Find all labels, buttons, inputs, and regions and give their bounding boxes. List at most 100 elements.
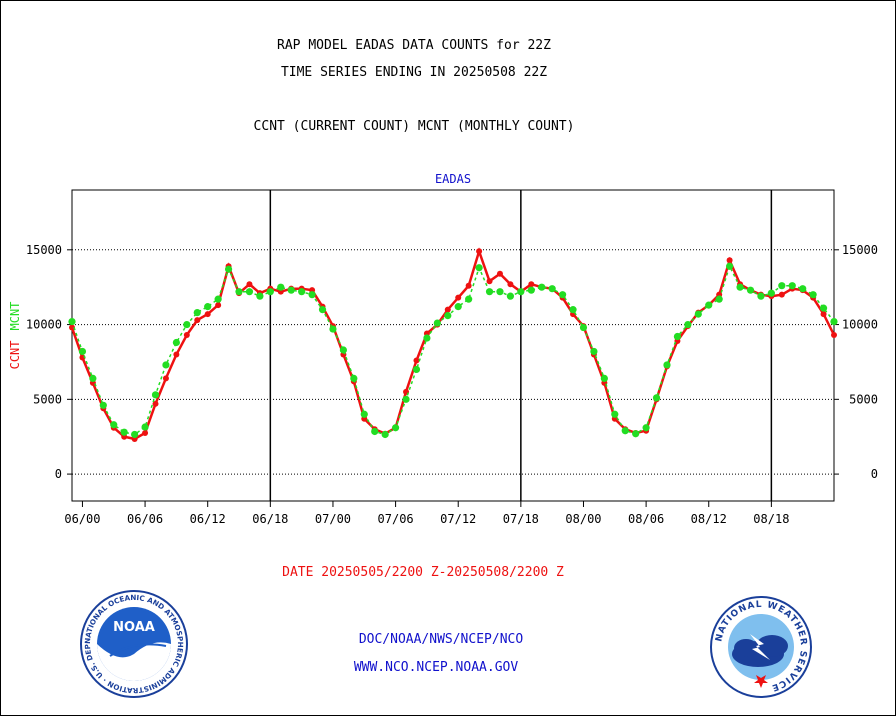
- data-point-mcnt: [308, 291, 316, 299]
- x-tick-label: 06/18: [252, 512, 288, 526]
- x-tick-label: 06/12: [190, 512, 226, 526]
- data-point-mcnt: [256, 292, 264, 300]
- data-point-mcnt: [224, 265, 233, 273]
- data-point-mcnt: [559, 291, 567, 299]
- y-tick-label-right: 0: [871, 467, 878, 481]
- data-point-ccnt: [726, 257, 733, 264]
- data-point-mcnt: [496, 288, 504, 296]
- data-point-mcnt: [475, 264, 483, 272]
- data-point-ccnt: [831, 332, 837, 339]
- data-point-mcnt: [183, 320, 191, 329]
- data-point-ccnt: [820, 311, 827, 318]
- data-point-mcnt: [465, 295, 473, 303]
- data-point-mcnt: [715, 295, 723, 303]
- data-point-mcnt: [694, 310, 702, 318]
- data-point-mcnt: [99, 401, 107, 409]
- data-point-mcnt: [433, 319, 441, 327]
- data-point-mcnt: [371, 427, 379, 436]
- data-point-mcnt: [235, 288, 243, 296]
- data-point-mcnt: [339, 346, 347, 354]
- x-tick-label: 07/00: [315, 512, 351, 526]
- data-point-mcnt: [444, 311, 452, 320]
- chart-panel-title: EADAS: [435, 172, 471, 186]
- data-point-mcnt: [172, 338, 180, 347]
- data-point-mcnt: [423, 334, 431, 342]
- data-point-mcnt: [652, 394, 661, 402]
- data-point-mcnt: [402, 395, 410, 403]
- data-point-mcnt: [819, 304, 828, 312]
- data-point-mcnt: [120, 428, 128, 436]
- x-tick-label: 08/12: [691, 512, 727, 526]
- x-tick-label: 06/06: [127, 512, 163, 526]
- data-point-ccnt: [183, 332, 190, 339]
- data-point-ccnt: [69, 324, 75, 331]
- plot-area-frame: [71, 189, 835, 502]
- data-point-ccnt: [465, 282, 472, 289]
- data-point-mcnt: [266, 288, 274, 296]
- data-point-mcnt: [68, 317, 76, 326]
- footer-agency-path: DOC/NOAA/NWS/NCEP/NCO: [358, 632, 524, 647]
- data-point-mcnt: [318, 306, 327, 314]
- series-line-ccnt: [70, 247, 836, 441]
- chart-title-line2: TIME SERIES ENDING IN 20250508 22Z: [280, 65, 548, 80]
- noaa-logo-text: NOAA: [113, 620, 155, 635]
- data-point-mcnt: [381, 430, 389, 439]
- data-point-ccnt: [173, 351, 180, 358]
- data-point-mcnt: [590, 347, 598, 356]
- x-tick-label: 07/12: [440, 512, 476, 526]
- data-point-mcnt: [78, 347, 87, 356]
- data-point-mcnt: [89, 374, 97, 382]
- data-point-mcnt: [548, 285, 556, 293]
- data-point-mcnt: [726, 262, 734, 270]
- data-point-mcnt: [350, 374, 358, 382]
- data-point-mcnt: [663, 361, 671, 369]
- y-tick-label-right: 15000: [842, 243, 878, 257]
- data-point-mcnt: [569, 306, 577, 314]
- data-point-ccnt: [413, 357, 420, 364]
- data-point-ccnt: [486, 278, 493, 285]
- data-point-mcnt: [757, 292, 765, 300]
- data-point-mcnt: [151, 391, 160, 399]
- chart-subtitle: CCNT (CURRENT COUNT) MCNT (MONTHLY COUNT…: [253, 119, 575, 134]
- y-tick-label-right: 5000: [849, 392, 878, 406]
- data-point-mcnt: [632, 430, 640, 438]
- data-point-mcnt: [204, 303, 212, 311]
- x-tick-label: 08/06: [628, 512, 664, 526]
- data-point-mcnt: [705, 301, 713, 309]
- x-tick-label: 06/00: [64, 512, 100, 526]
- y-axis-label: CCNT MCNT: [8, 302, 22, 370]
- data-point-ccnt: [246, 281, 253, 288]
- data-point-mcnt: [538, 283, 546, 291]
- y-tick-label-left: 5000: [33, 392, 62, 406]
- data-point-mcnt: [830, 317, 838, 326]
- y-tick-label-right: 10000: [842, 318, 878, 332]
- data-point-mcnt: [746, 286, 755, 294]
- data-point-ccnt: [162, 375, 169, 382]
- data-point-mcnt: [600, 374, 608, 382]
- data-point-mcnt: [162, 361, 170, 369]
- data-point-mcnt: [736, 283, 744, 291]
- data-point-ccnt: [215, 302, 222, 309]
- data-point-mcnt: [788, 282, 796, 290]
- data-point-mcnt: [527, 286, 535, 294]
- data-point-ccnt: [152, 400, 159, 407]
- data-point-mcnt: [809, 291, 817, 299]
- data-point-mcnt: [141, 423, 149, 431]
- data-point-mcnt: [298, 288, 306, 296]
- data-point-mcnt: [506, 292, 515, 300]
- y-axis-label-ccnt: CCNT: [8, 341, 22, 370]
- data-point-mcnt: [193, 309, 201, 317]
- data-point-mcnt: [579, 323, 588, 332]
- data-point-mcnt: [799, 285, 807, 293]
- data-point-ccnt: [476, 248, 483, 255]
- data-point-ccnt: [507, 281, 514, 288]
- data-point-mcnt: [329, 325, 337, 333]
- data-point-mcnt: [684, 320, 692, 329]
- y-tick-label-left: 0: [55, 467, 62, 481]
- x-tick-label: 07/06: [378, 512, 414, 526]
- noaa-logo: NATIONAL OCEANIC AND ATMOSPHERIC ADMINIS…: [74, 584, 188, 698]
- data-point-mcnt: [454, 303, 462, 311]
- data-point-mcnt: [642, 424, 650, 432]
- data-point-ccnt: [778, 291, 785, 298]
